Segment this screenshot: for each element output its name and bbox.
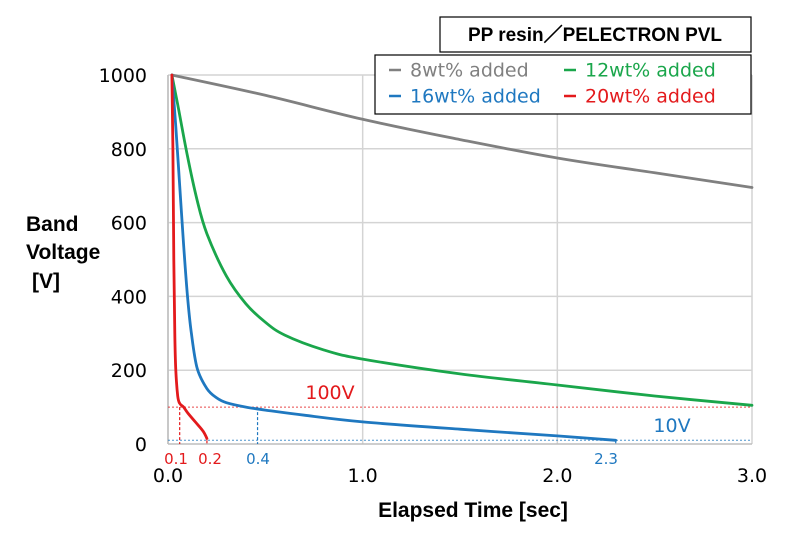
grid [167,74,753,445]
x-marker-label: 0.2 [198,450,222,468]
y-tick-label: 0 [135,434,147,456]
legend-title-box [439,16,752,53]
legend-entry-label: 12wt% added [585,60,716,82]
x-marker-label: 0.1 [164,450,188,468]
legend-entry-label: 20wt% added [585,86,716,108]
series-line-12wt-added [170,73,754,407]
series-line-20wt-added [170,73,209,440]
x-marker-label: 0.4 [246,450,270,468]
legend-entry-label: 16wt% added [410,86,541,108]
series-line-16wt-added [170,73,618,442]
reference-lines: 100V 10V [168,382,752,441]
legend: PP resin／PELECTRON PVL 8wt% added 12wt% a… [374,16,752,115]
x-markers: 0.1 0.2 0.4 2.3 [164,407,618,468]
y-tick-label: 600 [111,213,147,235]
y-tick-label: 800 [111,139,147,161]
x-axis-title: Elapsed Time [sec] [378,499,568,522]
x-tick-label: 1.0 [348,465,378,487]
reference-line-label: 100V [305,382,354,404]
x-tick-label: 2.0 [542,465,572,487]
series-lines [170,73,754,442]
series-line-8wt-added [170,73,754,189]
tick-labels: 0 200 400 600 800 1000 0.0 1.0 2.0 3.0 [99,65,767,487]
x-tick-label: 0.0 [153,465,183,487]
y-tick-label: 1000 [99,65,147,87]
y-tick-label: 400 [111,286,147,308]
legend-title: PP resin／PELECTRON PVL [468,23,722,46]
y-tick-label: 200 [111,360,147,382]
legend-entries: 8wt% added 12wt% added 16wt% added 20wt% ad… [389,60,716,108]
y-axis-title-line-1: Band [26,213,79,236]
x-tick-label: 3.0 [737,465,767,487]
x-marker-label: 2.3 [594,450,618,468]
y-axis-title-line-3: [V] [32,270,60,293]
legend-box [374,54,752,115]
y-axis-title-line-2: Voltage [26,241,100,264]
legend-entry-label: 8wt% added [410,60,529,82]
reference-line-label: 10V [653,415,690,437]
